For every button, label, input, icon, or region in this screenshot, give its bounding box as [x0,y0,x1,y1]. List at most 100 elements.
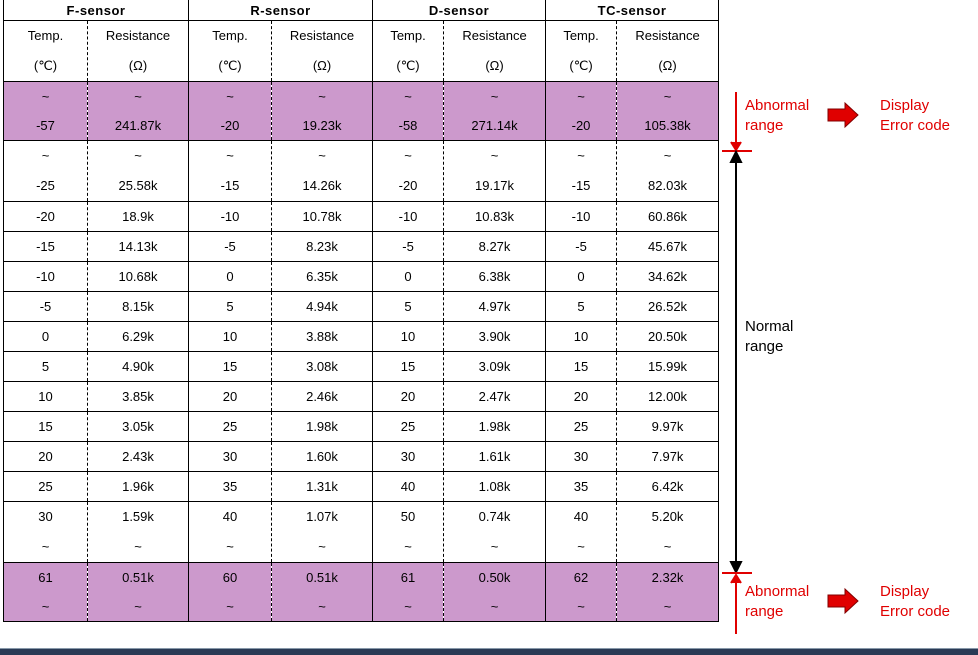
resistance-cell: 6.38k [443,261,547,292]
temp-cell: 62 ~ [545,562,618,622]
table-row: 10 3.85k 20 2.46k 20 2.47k 20 12.00k [3,381,720,412]
resistance-cell: 3.05k [87,411,189,442]
resistance-cell: 4.97k [443,291,547,322]
resistance-cell: 15.99k [616,351,720,382]
resistance-cell: 3.90k [443,321,547,352]
resistance-cell: 1.08k [443,471,547,502]
resistance-cell: 6.29k [87,321,189,352]
resistance-cell: 8.15k [87,291,189,322]
temp-cell: 61 ~ [372,562,445,622]
table-row: -10 10.68k 0 6.35k 0 6.38k 0 34.62k [3,261,720,292]
temp-cell: 30 [372,441,445,472]
resistance-cell: 0.74k ~ [443,501,547,563]
abnormal-bottom-bracket [722,572,752,634]
resistance-cell: 3.09k [443,351,547,382]
normal-last-row: 30 ~1.59k ~40 ~1.07k ~50 ~0.74k ~40 ~5.20k ~ [3,501,720,563]
temp-cell: -5 [545,231,618,262]
resistance-cell: 3.88k [271,321,374,352]
group-header-row: F-sensor R-sensor D-sensor TC-sensor [3,0,720,21]
resistance-cell: 1.07k ~ [271,501,374,563]
temp-cell: 25 [3,471,88,502]
temp-cell: ~ -20 [372,140,445,202]
temp-cell: -20 [3,201,88,232]
resistance-cell: 20.50k [616,321,720,352]
resistance-cell: 0.51k ~ [87,562,189,622]
resistance-cell: 7.97k [616,441,720,472]
temp-cell: -10 [3,261,88,292]
resistance-cell: ~105.38k [616,81,720,141]
column-header-row: Temp. (℃) Resistance (Ω) Temp. (℃) Resistan… [3,20,720,82]
temp-cell: -5 [372,231,445,262]
resistance-cell: ~271.14k [443,81,547,141]
column-header-temp: Temp. (℃) [372,20,445,82]
temp-cell: 10 [545,321,618,352]
resistance-cell: 45.67k [616,231,720,262]
column-header-resistance: Resistance (Ω) [443,20,547,82]
resistance-cell: 9.97k [616,411,720,442]
resistance-cell: 1.31k [271,471,374,502]
normal-range-arrow [729,149,743,575]
temp-cell: 30 ~ [3,501,88,563]
resistance-cell: 6.35k [271,261,374,292]
abnormal-low-row: ~ -57 ~241.87k ~ -20 ~19.23k ~ -58 ~271.14k ~ -20 ~… [3,81,720,141]
temp-cell: 25 [188,411,272,442]
resistance-cell: 0.51k ~ [271,562,374,622]
temp-cell: 50 ~ [372,501,445,563]
resistance-cell: 10.83k [443,201,547,232]
temp-cell: 0 [372,261,445,292]
resistance-cell: 10.68k [87,261,189,292]
resistance-cell: 2.47k [443,381,547,412]
temp-cell: 61 ~ [3,562,88,622]
temp-cell: 20 [545,381,618,412]
temp-cell: 40 [372,471,445,502]
temp-cell: 5 [188,291,272,322]
normal-first-row: ~ -25 ~25.58k ~ -15 ~14.26k ~ -20 ~19.17k ~ -15 ~82… [3,140,720,202]
group-header-tc-sensor: TC-sensor [545,0,720,21]
temp-cell: 10 [372,321,445,352]
temp-cell: 15 [545,351,618,382]
normal-range-label: Normal range [745,318,794,355]
resistance-cell: 26.52k [616,291,720,322]
resistance-cell: 6.42k [616,471,720,502]
column-header-temp: Temp. (℃) [545,20,618,82]
group-header-f-sensor: F-sensor [3,0,189,21]
resistance-cell: 2.32k ~ [616,562,720,622]
temp-cell: 15 [372,351,445,382]
resistance-cell: ~14.26k [271,140,374,202]
resistance-cell: 1.59k ~ [87,501,189,563]
abnormal-range-label-bottom: Abnormal range [745,583,810,620]
temp-cell: 15 [188,351,272,382]
temp-cell: 25 [545,411,618,442]
taskbar [0,648,978,655]
table-row: 25 1.96k 35 1.31k 40 1.08k 35 6.42k [3,471,720,502]
temp-cell: 25 [372,411,445,442]
temp-cell: 5 [545,291,618,322]
arrow-right-icon [827,587,859,615]
resistance-cell: 1.61k [443,441,547,472]
resistance-cell: 3.08k [271,351,374,382]
temp-cell: ~ -20 [545,81,618,141]
column-header-temp: Temp. (℃) [188,20,272,82]
temp-cell: 35 [188,471,272,502]
temp-cell: 10 [188,321,272,352]
resistance-cell: ~241.87k [87,81,189,141]
temp-cell: 20 [3,441,88,472]
table-row: 5 4.90k 15 3.08k 15 3.09k 15 15.99k [3,351,720,382]
temp-cell: ~ -15 [545,140,618,202]
resistance-cell: 3.85k [87,381,189,412]
sensor-resistance-table: F-sensor R-sensor D-sensor TC-sensor Tem… [3,0,720,622]
resistance-cell: 8.23k [271,231,374,262]
temp-cell: 10 [3,381,88,412]
resistance-cell: ~82.03k [616,140,720,202]
resistance-cell: 5.20k ~ [616,501,720,563]
temp-cell: ~ -57 [3,81,88,141]
abnormal-high-row: 61 ~0.51k ~60 ~0.51k ~61 ~0.50k ~62 ~2.32k ~ [3,562,720,622]
table-row: 0 6.29k 10 3.88k 10 3.90k 10 20.50k [3,321,720,352]
resistance-cell: 1.98k [443,411,547,442]
resistance-cell: ~19.23k [271,81,374,141]
temp-cell: -10 [372,201,445,232]
group-header-r-sensor: R-sensor [188,0,374,21]
temp-cell: -10 [545,201,618,232]
temp-cell: 20 [188,381,272,412]
